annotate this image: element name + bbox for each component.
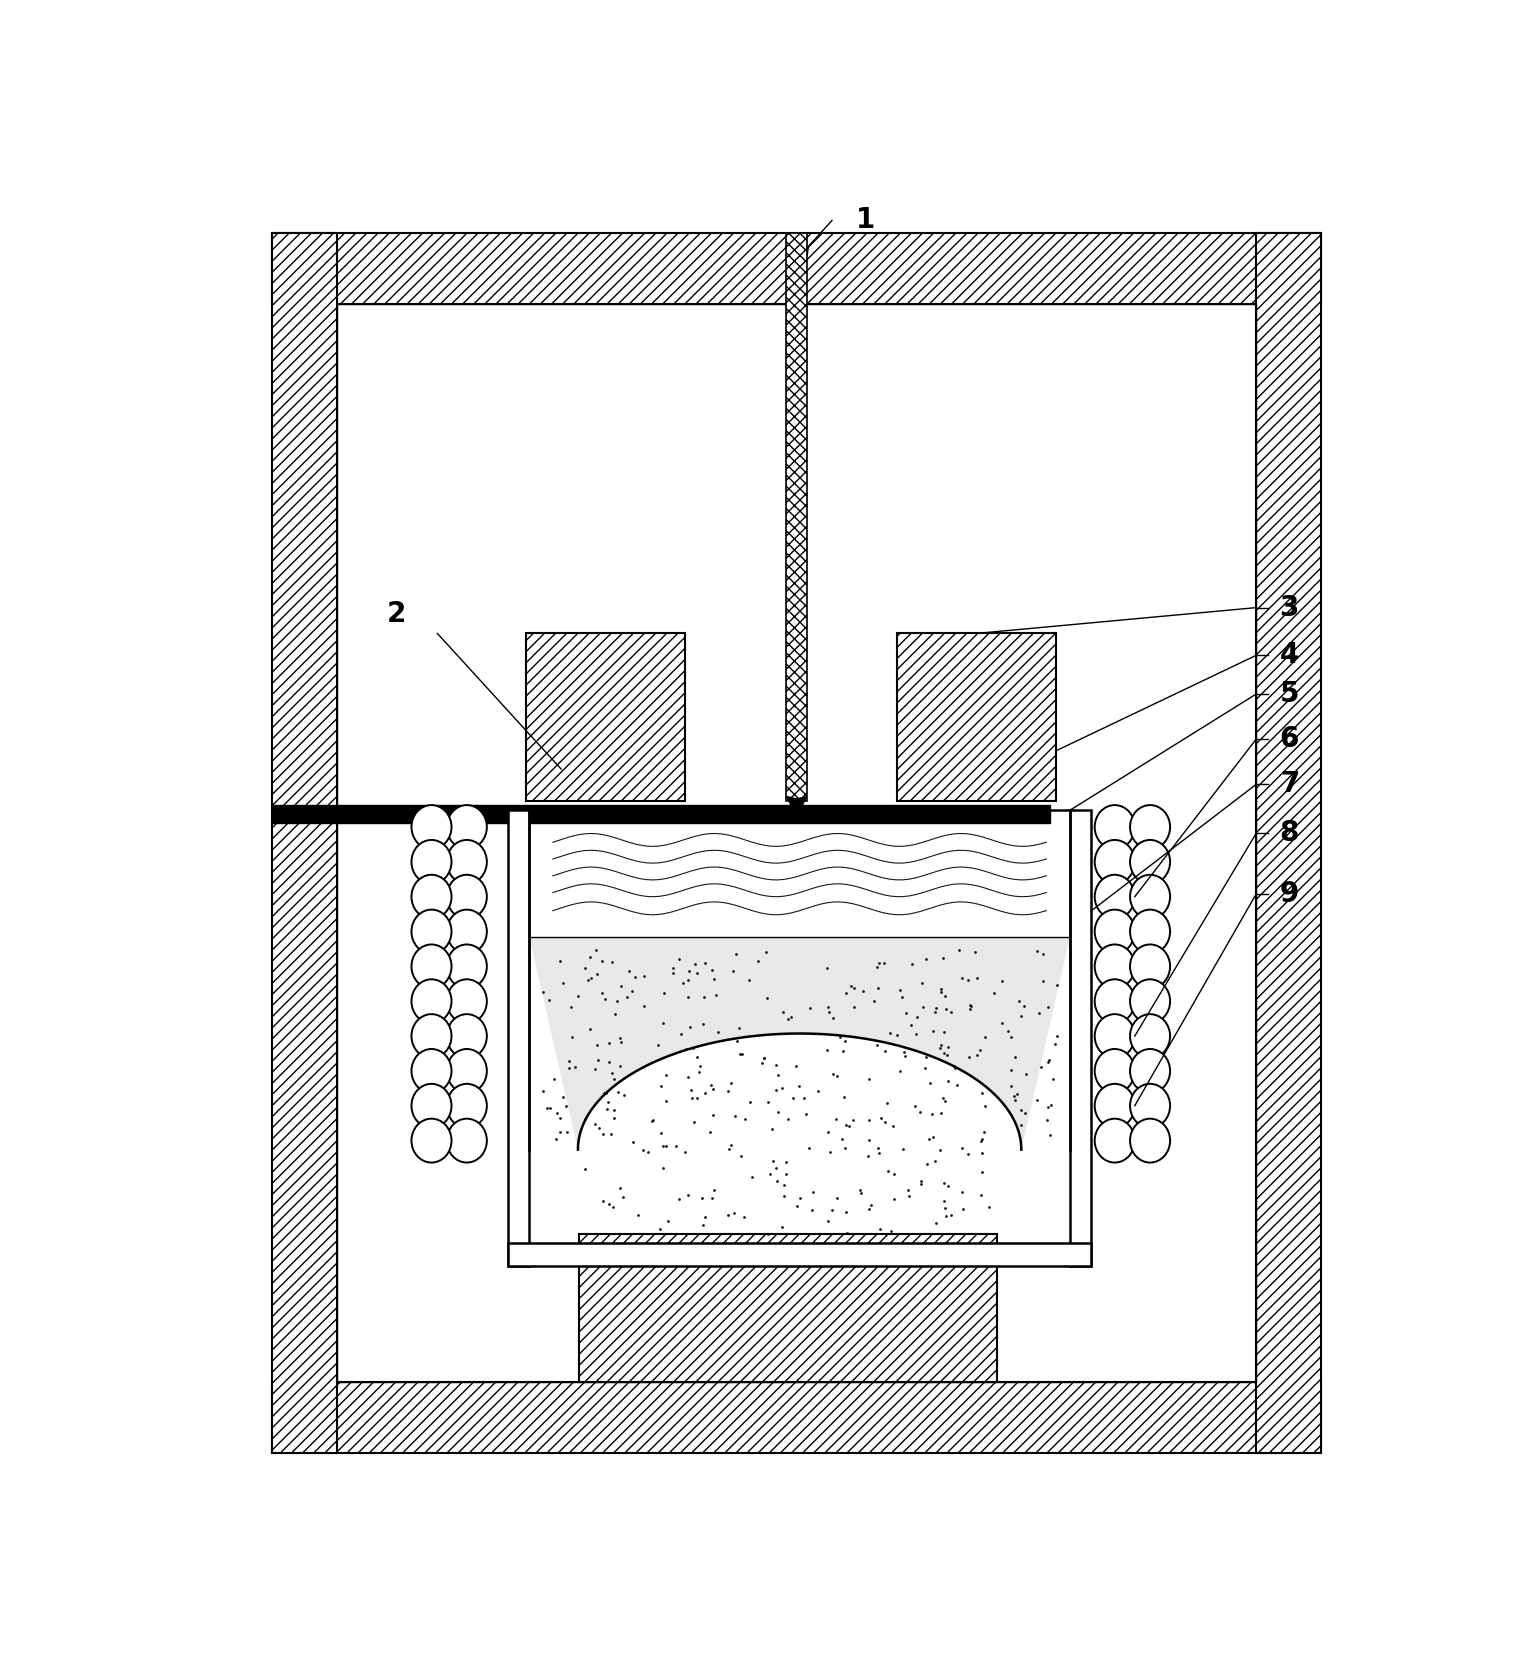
Circle shape (1094, 1049, 1135, 1093)
Circle shape (1094, 1118, 1135, 1163)
Circle shape (1094, 804, 1135, 850)
Circle shape (1129, 945, 1170, 989)
Text: 2: 2 (386, 600, 406, 628)
Bar (579, 1234, 997, 1383)
Circle shape (1094, 945, 1135, 989)
Circle shape (447, 910, 486, 954)
Circle shape (1094, 1084, 1135, 1128)
Circle shape (412, 840, 451, 883)
Circle shape (447, 804, 486, 850)
Bar (508, 810, 529, 1265)
Circle shape (412, 1118, 451, 1163)
Circle shape (1129, 1084, 1170, 1128)
Polygon shape (529, 810, 1070, 1150)
Bar (508, 1242, 1091, 1265)
Circle shape (1094, 875, 1135, 918)
Text: 3: 3 (1280, 593, 1300, 622)
Circle shape (1129, 910, 1170, 954)
Circle shape (447, 1049, 486, 1093)
Bar (526, 634, 684, 801)
Circle shape (1129, 1014, 1170, 1058)
Polygon shape (787, 796, 807, 816)
Circle shape (412, 1084, 451, 1128)
Text: 5: 5 (1280, 680, 1300, 707)
Bar (1070, 810, 1091, 1265)
Text: 1: 1 (856, 206, 876, 235)
Text: 4: 4 (1280, 642, 1300, 669)
Bar (272, 1383, 1321, 1453)
Circle shape (447, 945, 486, 989)
Bar (272, 233, 337, 1453)
Circle shape (1129, 840, 1170, 883)
Circle shape (447, 1084, 486, 1128)
Circle shape (412, 945, 451, 989)
Circle shape (1129, 804, 1170, 850)
Circle shape (412, 910, 451, 954)
Circle shape (1094, 1014, 1135, 1058)
Circle shape (412, 875, 451, 918)
Circle shape (1129, 979, 1170, 1022)
Circle shape (412, 1014, 451, 1058)
Bar (272, 233, 1321, 305)
Circle shape (447, 1014, 486, 1058)
Bar (897, 634, 1056, 801)
Circle shape (1129, 875, 1170, 918)
Circle shape (412, 804, 451, 850)
Circle shape (412, 1049, 451, 1093)
Circle shape (1129, 1118, 1170, 1163)
Circle shape (412, 979, 451, 1022)
Circle shape (1129, 1049, 1170, 1093)
Text: 8: 8 (1280, 820, 1300, 848)
Text: 7: 7 (1280, 771, 1300, 798)
Bar (786, 233, 807, 801)
Text: 9: 9 (1280, 880, 1300, 908)
Circle shape (447, 840, 486, 883)
Circle shape (1094, 910, 1135, 954)
Circle shape (447, 875, 486, 918)
Polygon shape (529, 810, 1070, 937)
Circle shape (447, 1118, 486, 1163)
Bar (272, 804, 1050, 823)
Text: 6: 6 (1280, 726, 1300, 753)
Circle shape (1094, 840, 1135, 883)
Circle shape (447, 979, 486, 1022)
Bar (1256, 233, 1321, 1453)
Circle shape (1094, 979, 1135, 1022)
